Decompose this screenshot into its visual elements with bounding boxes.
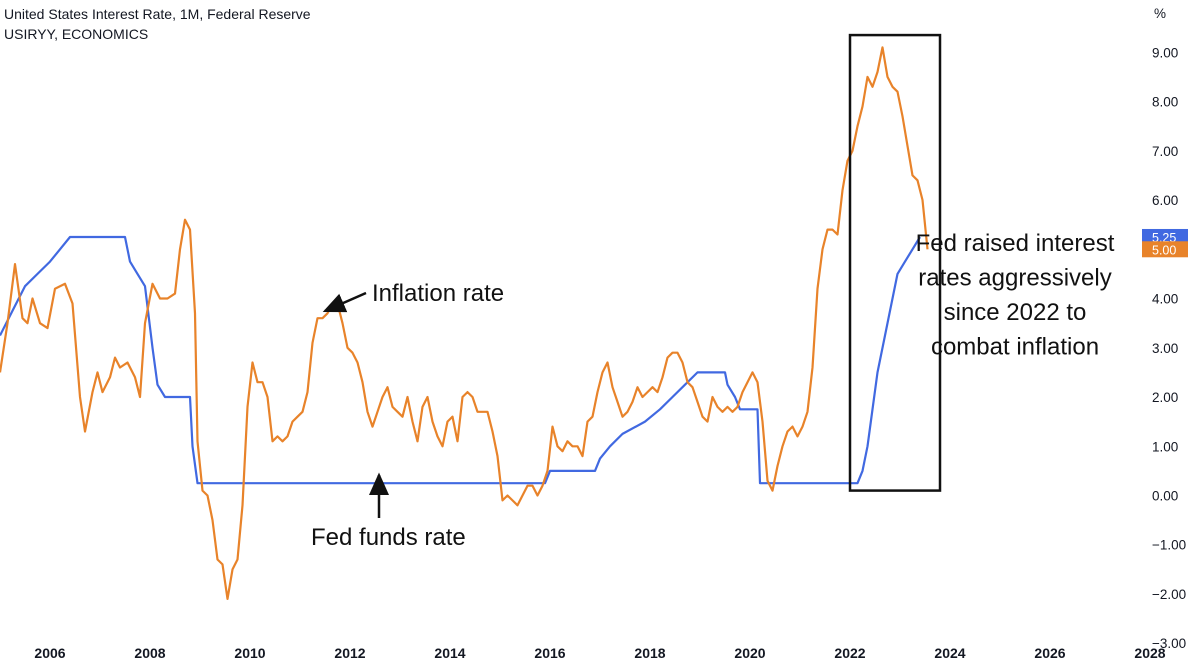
x-tick-label: 2020 [734, 645, 765, 661]
y-tick-label: −1.00 [1152, 538, 1186, 553]
box-note-line: rates aggressively [918, 265, 1111, 292]
x-axis-ticks: 2006 2008 2010 2012 2014 2016 2018 2020 2022 2024… [34, 645, 1165, 661]
y-tick-label: 0.00 [1152, 489, 1178, 504]
series-lines [0, 46, 929, 600]
y-tick-label: 7.00 [1152, 144, 1178, 159]
inflation-arrow [322, 291, 367, 313]
last-value-badges: 5.255.00 [1142, 228, 1188, 258]
x-tick-label: 2006 [34, 645, 65, 661]
x-tick-label: 2016 [534, 645, 565, 661]
x-tick-label: 2024 [934, 645, 965, 661]
x-tick-label: 2012 [334, 645, 365, 661]
fed-funds-rate-line [0, 235, 921, 485]
last-value-badge [1142, 241, 1188, 258]
last-value-badge [1142, 228, 1188, 245]
y-tick-label: 1.00 [1152, 439, 1178, 454]
y-axis-ticks: % 9.00 8.00 7.00 6.00 5.00 4.00 3.00 2.00 1.00 0.0… [1152, 6, 1186, 651]
box-note-line: Fed raised interest [916, 230, 1115, 257]
y-tick-label: −2.00 [1152, 587, 1186, 602]
y-tick-label: 9.00 [1152, 45, 1178, 60]
y-tick-label: 3.00 [1152, 341, 1178, 356]
x-tick-label: 2018 [634, 645, 665, 661]
x-tick-label: 2028 [1134, 645, 1165, 661]
chart-subtitle: USIRYY, ECONOMICS [4, 26, 149, 42]
x-tick-label: 2026 [1034, 645, 1065, 661]
last-value-badge-label: 5.00 [1152, 243, 1176, 257]
y-tick-label: 8.00 [1152, 95, 1178, 110]
highlight-box [848, 33, 942, 492]
x-tick-label: 2014 [434, 645, 465, 661]
box-note-line: since 2022 to [944, 299, 1087, 326]
box-note-line: combat inflation [931, 334, 1099, 361]
x-tick-label: 2008 [134, 645, 165, 661]
x-tick-label: 2022 [834, 645, 865, 661]
y-axis-unit-label: % [1154, 6, 1166, 21]
y-tick-label: −3.00 [1152, 636, 1186, 651]
inflation-rate-label: Inflation rate [372, 280, 504, 307]
y-tick-label: 6.00 [1152, 193, 1178, 208]
fed-funds-rate-label: Fed funds rate [311, 524, 466, 551]
annotations: Inflation rate Fed funds rate Fed raised i… [311, 33, 1115, 551]
y-tick-label: 2.00 [1152, 390, 1178, 405]
x-tick-label: 2010 [234, 645, 265, 661]
y-tick-label: 4.00 [1152, 292, 1178, 307]
inflation-rate-line [0, 46, 929, 600]
chart-title: United States Interest Rate, 1M, Federal… [4, 6, 311, 22]
